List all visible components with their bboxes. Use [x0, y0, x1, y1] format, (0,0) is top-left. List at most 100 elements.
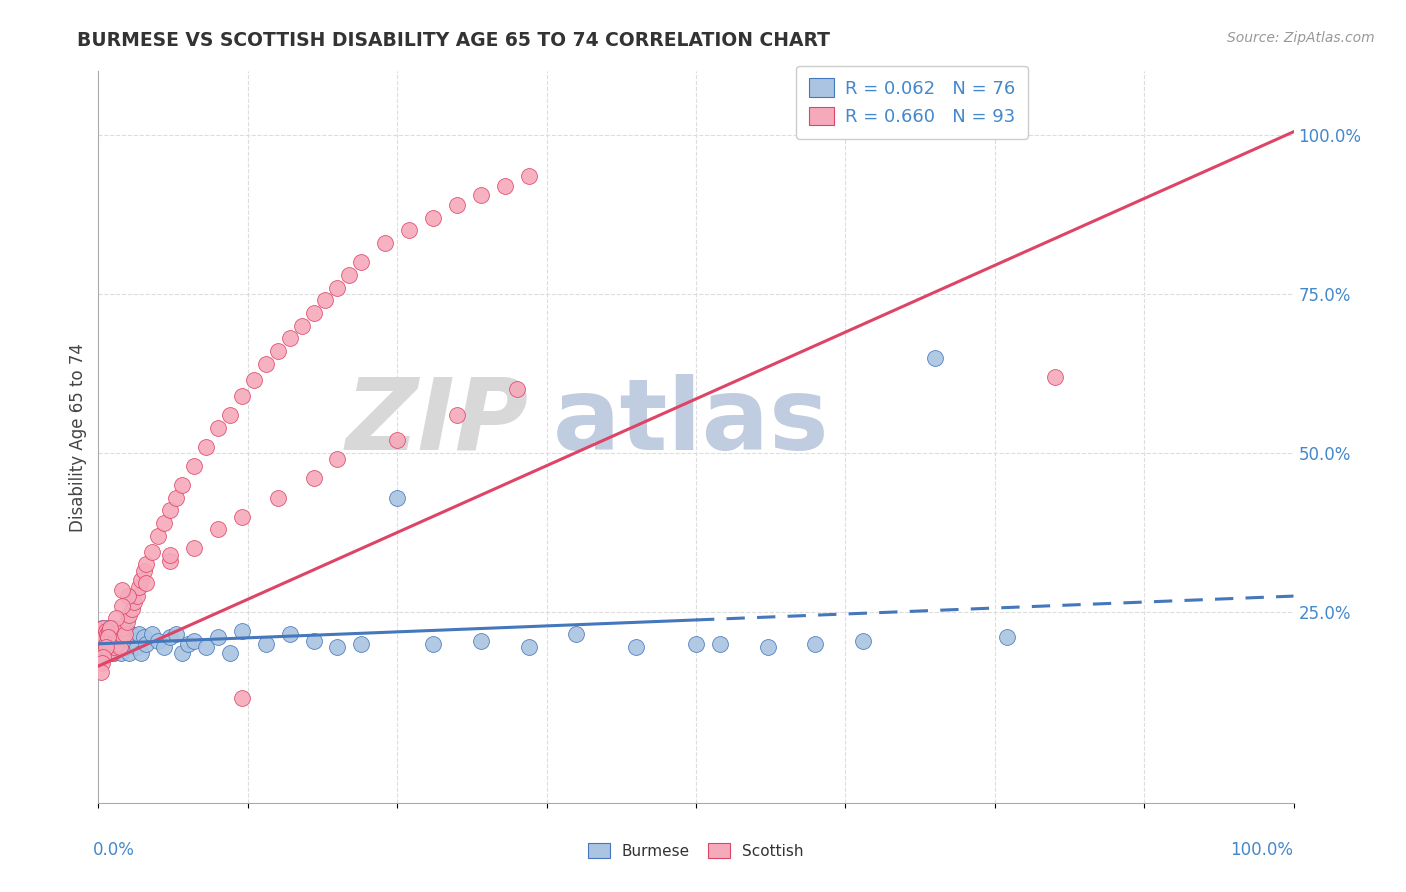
Point — [91, 633, 114, 648]
Point — [195, 640, 218, 654]
Point — [315, 293, 337, 308]
Point — [94, 637, 117, 651]
Legend: Burmese, Scottish: Burmese, Scottish — [582, 837, 810, 864]
Point — [131, 573, 153, 587]
Point — [422, 211, 444, 225]
Point — [90, 665, 112, 680]
Point — [1043, 369, 1066, 384]
Point — [101, 633, 124, 648]
Point — [128, 627, 150, 641]
Point — [96, 627, 118, 641]
Point — [115, 640, 138, 654]
Point — [89, 627, 111, 641]
Point — [121, 637, 143, 651]
Point — [98, 624, 122, 638]
Text: Source: ZipAtlas.com: Source: ZipAtlas.com — [1227, 31, 1375, 45]
Point — [517, 640, 540, 654]
Point — [153, 516, 176, 530]
Point — [96, 646, 118, 660]
Point — [93, 624, 115, 638]
Point — [91, 646, 114, 660]
Point — [91, 649, 114, 664]
Point — [107, 631, 129, 645]
Point — [101, 621, 124, 635]
Point — [183, 541, 205, 556]
Point — [91, 640, 114, 654]
Point — [98, 640, 122, 654]
Point — [91, 627, 114, 641]
Point — [91, 631, 114, 645]
Point — [94, 637, 117, 651]
Point — [124, 633, 146, 648]
Text: atlas: atlas — [553, 374, 830, 471]
Point — [112, 637, 135, 651]
Point — [91, 621, 114, 635]
Point — [110, 646, 132, 660]
Point — [96, 621, 118, 635]
Point — [132, 631, 155, 645]
Point — [231, 389, 253, 403]
Point — [350, 255, 373, 269]
Point — [709, 637, 731, 651]
Point — [446, 198, 468, 212]
Point — [121, 602, 143, 616]
Point — [626, 640, 648, 654]
Point — [132, 564, 155, 578]
Point — [93, 646, 115, 660]
Point — [207, 420, 229, 434]
Point — [110, 627, 132, 641]
Point — [100, 627, 122, 641]
Point — [103, 640, 125, 654]
Point — [103, 646, 125, 660]
Point — [183, 633, 205, 648]
Point — [231, 690, 253, 705]
Point — [111, 621, 134, 635]
Point — [756, 640, 779, 654]
Text: 100.0%: 100.0% — [1230, 841, 1294, 859]
Point — [135, 558, 157, 572]
Point — [422, 637, 444, 651]
Point — [177, 637, 200, 651]
Point — [159, 631, 181, 645]
Point — [125, 589, 148, 603]
Point — [128, 580, 150, 594]
Point — [117, 631, 139, 645]
Point — [995, 631, 1018, 645]
Point — [100, 631, 122, 645]
Point — [326, 452, 349, 467]
Point — [148, 633, 170, 648]
Point — [254, 357, 277, 371]
Y-axis label: Disability Age 65 to 74: Disability Age 65 to 74 — [69, 343, 87, 532]
Point — [101, 621, 124, 635]
Point — [339, 268, 361, 282]
Point — [291, 318, 314, 333]
Point — [90, 640, 112, 654]
Point — [98, 621, 122, 635]
Point — [385, 434, 409, 448]
Point — [267, 491, 290, 505]
Point — [470, 188, 492, 202]
Point — [124, 595, 146, 609]
Point — [135, 576, 157, 591]
Point — [89, 627, 111, 641]
Point — [125, 640, 148, 654]
Point — [98, 646, 121, 660]
Point — [159, 548, 181, 562]
Point — [97, 646, 120, 660]
Point — [107, 624, 129, 638]
Point — [107, 640, 129, 654]
Point — [111, 599, 134, 613]
Point — [114, 633, 136, 648]
Point — [104, 627, 127, 641]
Point — [243, 373, 266, 387]
Point — [207, 522, 229, 536]
Point — [446, 408, 468, 422]
Point — [107, 624, 129, 638]
Text: 0.0%: 0.0% — [93, 841, 135, 859]
Point — [231, 509, 253, 524]
Point — [219, 646, 242, 660]
Point — [195, 440, 218, 454]
Point — [302, 633, 325, 648]
Point — [278, 331, 301, 345]
Point — [98, 637, 122, 651]
